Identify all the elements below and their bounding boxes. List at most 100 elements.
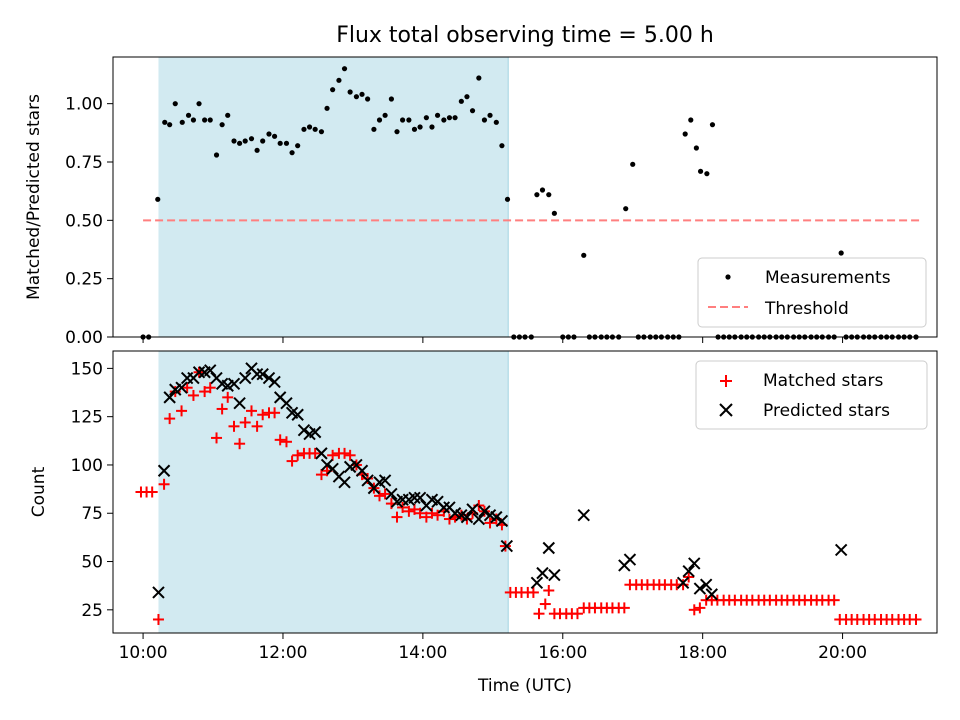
- measurement-point: [481, 117, 488, 123]
- measurement-point: [277, 140, 283, 146]
- measurement-point: [499, 143, 505, 149]
- matched-star-point: [910, 613, 922, 625]
- matched-star-point: [251, 420, 263, 432]
- measurement-point: [219, 122, 225, 128]
- measurement-point: [301, 126, 307, 132]
- matched-star-point: [199, 386, 211, 398]
- matched-star-point: [828, 594, 840, 606]
- measurement-point: [504, 196, 511, 202]
- measurement-point: [162, 119, 168, 125]
- predicted-star-point: [460, 510, 474, 524]
- bottom-xtick-label: 20:00: [818, 643, 867, 663]
- bottom-x-axis: 10:00 12:00 14:00 16:00 18:00 20:00: [119, 633, 867, 663]
- bottom-axes-frame: [112, 350, 938, 634]
- matched-star-point: [683, 571, 695, 583]
- matched-star-point: [403, 505, 415, 517]
- matched-star-point: [420, 511, 432, 523]
- matched-star-point: [533, 608, 545, 620]
- legend-predicted-marker: [719, 403, 733, 417]
- matched-star-point: [677, 579, 689, 591]
- predicted-star-point: [256, 367, 269, 381]
- matched-star-point: [309, 447, 321, 459]
- predicted-star-point: [152, 586, 165, 599]
- measurement-point: [446, 115, 453, 121]
- measurement-point: [324, 105, 330, 111]
- predicted-star-point: [268, 375, 281, 389]
- predicted-star-point: [320, 458, 334, 472]
- top-ytick-label: 0.75: [65, 153, 103, 173]
- measurement-point: [306, 124, 313, 130]
- matched-star-point: [234, 438, 246, 450]
- predicted-star-point: [834, 543, 848, 557]
- predicted-star-point: [361, 474, 374, 487]
- bottom-panel: 25 50 75 100 125 150 10:00 12:00 14:00 16:00 18:0…: [29, 350, 938, 696]
- top-highlight-span: [158, 57, 509, 337]
- bottom-y-axis-label: Count: [29, 466, 49, 517]
- matched-star-point: [688, 604, 700, 616]
- matched-star-point: [239, 416, 251, 428]
- predicted-star-point: [326, 462, 339, 476]
- matched-star-point: [408, 503, 420, 515]
- measurement-point: [376, 117, 383, 123]
- bottom-xtick-label: 12:00: [258, 643, 307, 663]
- matched-star-point: [228, 420, 240, 432]
- matched-star-point: [362, 472, 374, 484]
- measurement-point: [254, 147, 260, 153]
- measurement-point: [693, 145, 699, 151]
- matched-star-point: [379, 488, 391, 500]
- measurement-point: [336, 77, 342, 83]
- matched-star-point: [414, 507, 426, 519]
- matched-star-point: [426, 507, 438, 519]
- matched-star-point: [146, 486, 158, 498]
- predicted-star-point: [495, 514, 509, 528]
- predicted-star-point: [466, 503, 479, 516]
- measurement-point: [155, 196, 161, 202]
- measurement-point: [172, 101, 178, 107]
- measurement-point: [441, 117, 447, 123]
- predicted-star-point: [705, 588, 718, 601]
- matched-star-point: [484, 517, 496, 529]
- matched-star-point: [571, 608, 583, 620]
- predicted-star-point: [413, 491, 427, 505]
- measurement-point: [399, 117, 406, 123]
- bottom-ytick-label: 50: [81, 553, 103, 573]
- predicted-star-point: [280, 396, 293, 410]
- predicted-star-points: [152, 362, 848, 601]
- bottom-ytick-label: 100: [71, 456, 103, 476]
- measurement-point: [469, 108, 476, 114]
- measurement-point: [539, 187, 546, 193]
- matched-star-point: [461, 513, 473, 525]
- measurement-point: [394, 129, 400, 135]
- measurement-point: [365, 96, 371, 102]
- predicted-star-point: [233, 396, 246, 410]
- matched-star-point: [216, 403, 228, 415]
- top-y-axis: 0.00 0.25 0.50 0.75 1.00: [65, 95, 113, 348]
- measurement-point: [704, 171, 710, 177]
- predicted-star-point: [490, 510, 503, 524]
- matched-star-point: [694, 602, 706, 614]
- matched-star-point: [397, 501, 409, 513]
- measurement-point: [709, 122, 716, 128]
- predicted-star-point: [315, 447, 328, 460]
- measurement-point: [266, 131, 272, 137]
- predicted-star-point: [250, 367, 264, 381]
- predicted-star-point: [157, 464, 171, 477]
- predicted-star-point: [688, 557, 701, 570]
- matched-star-point: [618, 602, 630, 614]
- matched-star-point: [527, 586, 539, 598]
- legend-matched-label: Matched stars: [763, 371, 883, 391]
- measurement-point: [185, 112, 192, 118]
- predicted-star-point: [548, 568, 561, 582]
- measurement-point: [551, 210, 557, 216]
- bottom-legend: Matched stars Predicted stars: [695, 360, 928, 430]
- matched-star-point: [286, 455, 298, 467]
- measurement-point: [682, 131, 688, 137]
- measurement-point: [493, 119, 499, 125]
- measurement-point: [371, 126, 377, 132]
- measurement-point: [452, 115, 458, 121]
- predicted-star-point: [472, 512, 486, 526]
- measurement-point: [312, 126, 318, 132]
- measurement-point: [318, 129, 325, 135]
- predicted-star-point: [577, 508, 590, 522]
- predicted-star-point: [308, 425, 322, 439]
